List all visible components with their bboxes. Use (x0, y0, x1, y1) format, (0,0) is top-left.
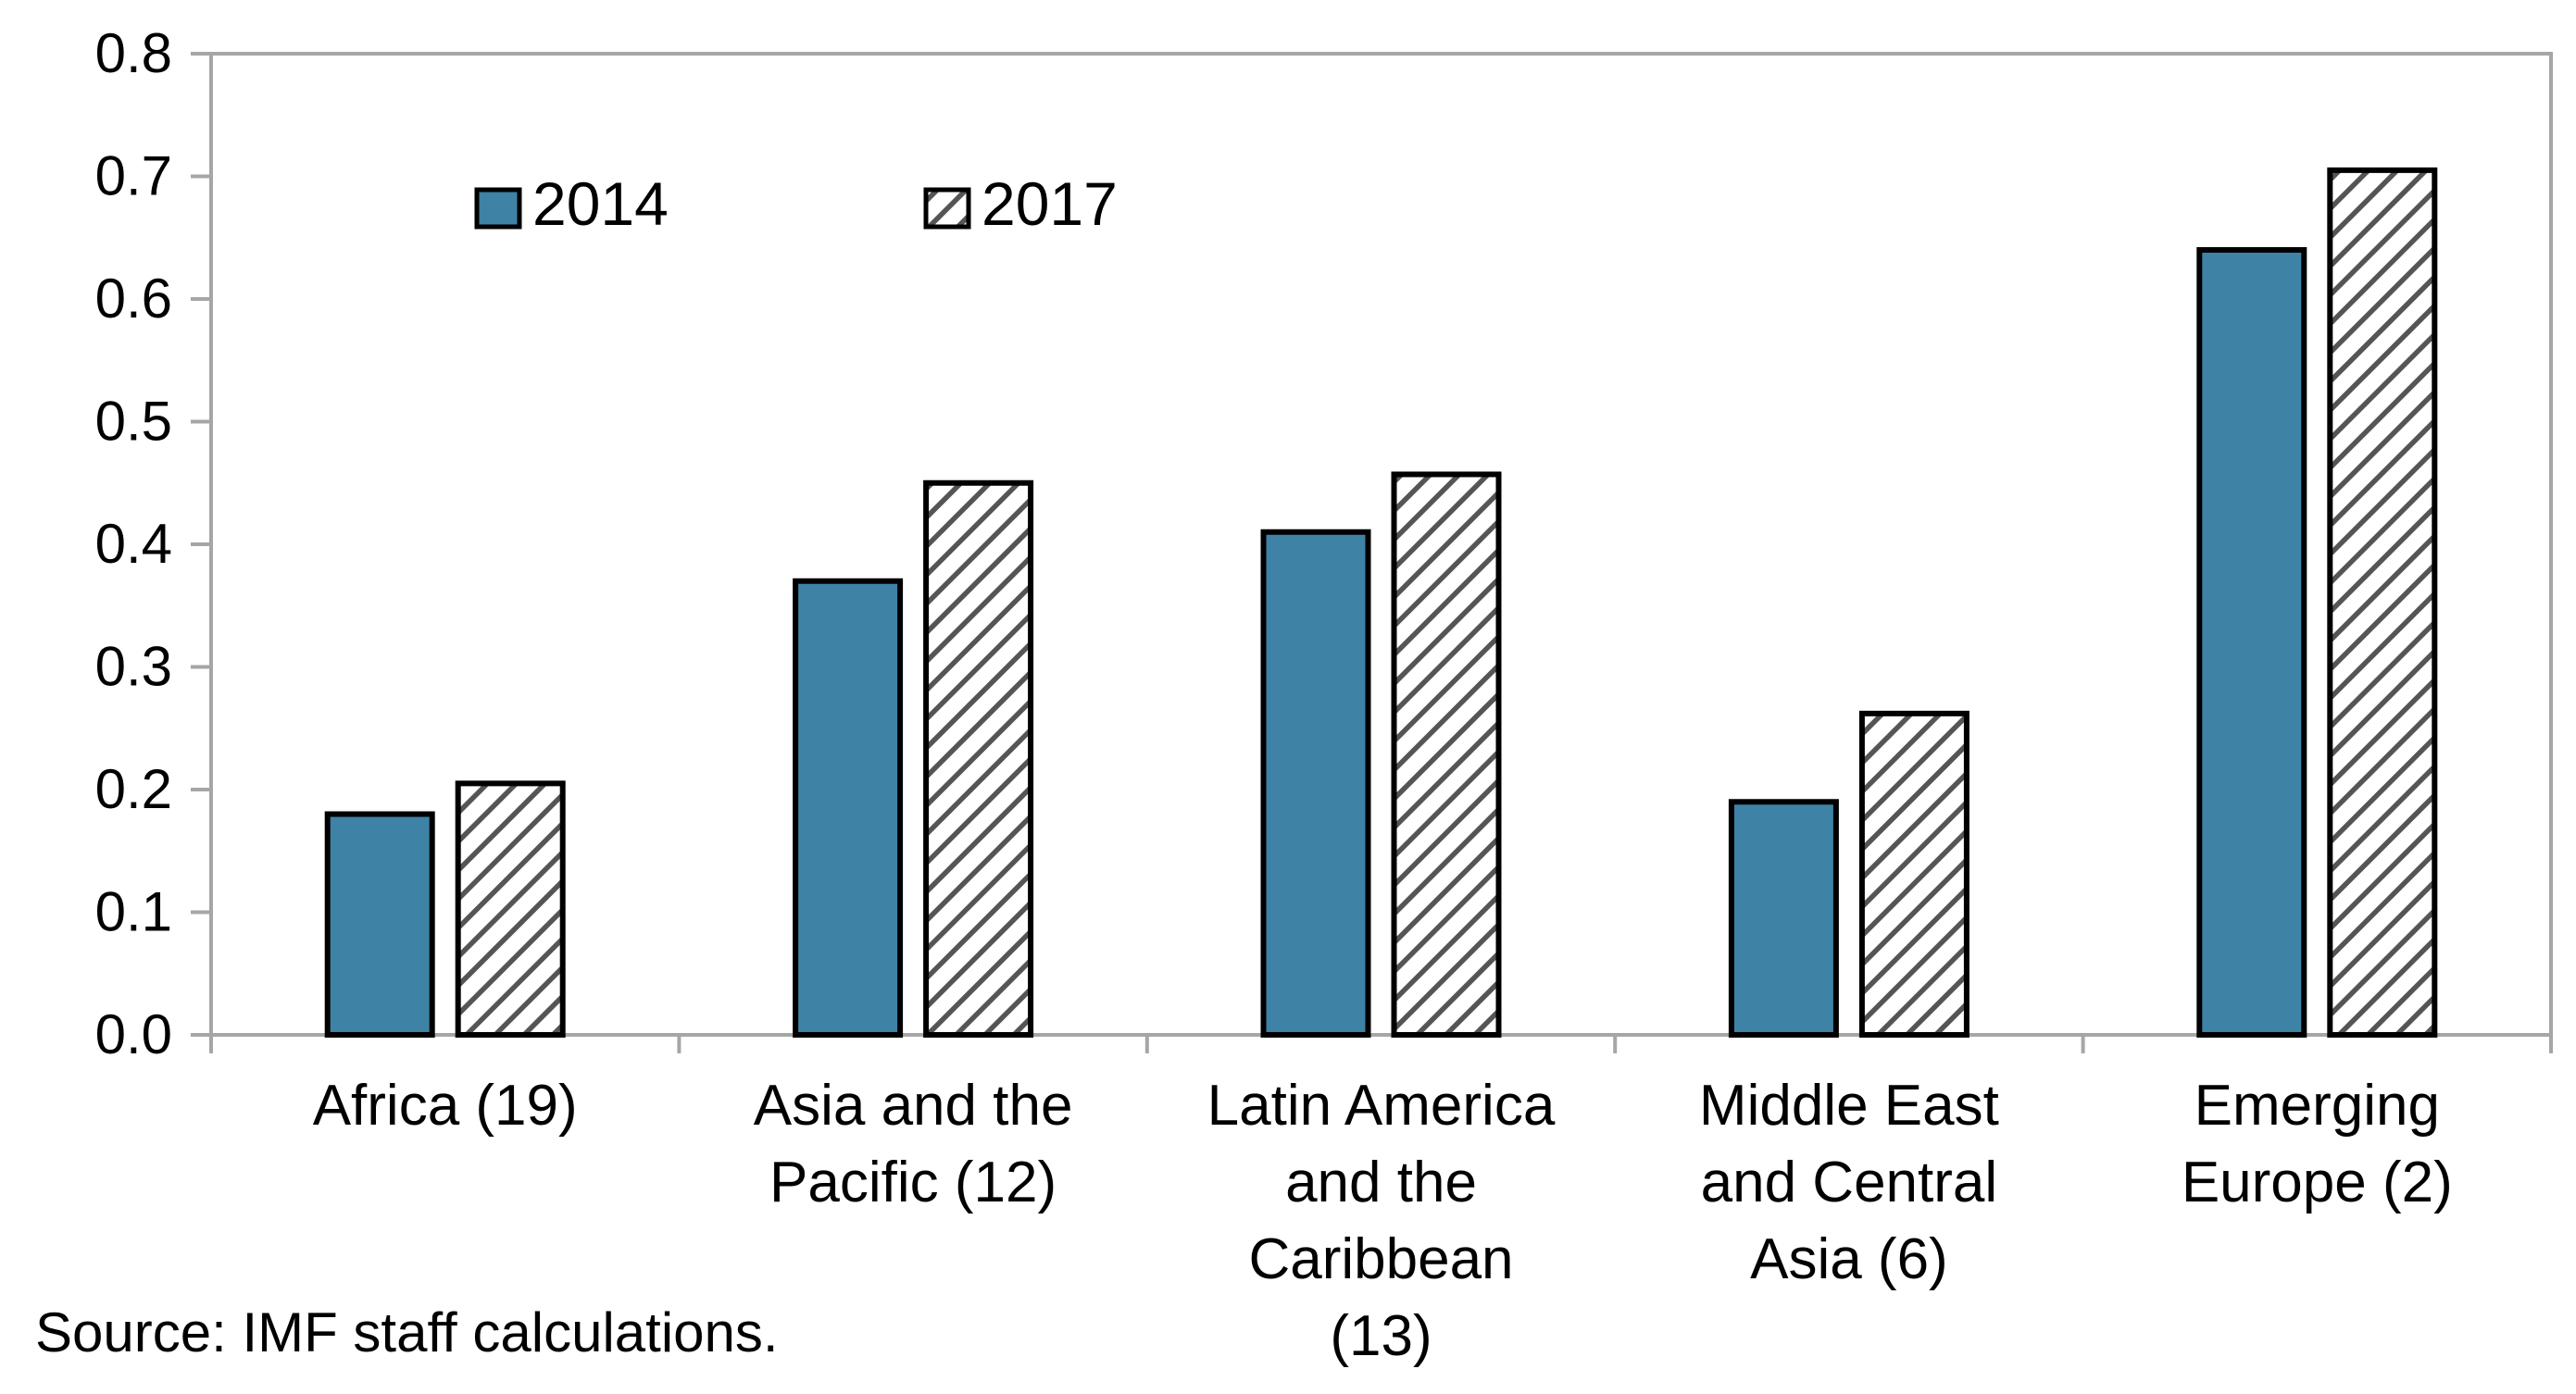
category-label-line: Middle East (1699, 1074, 1999, 1138)
bar-2017-2 (1391, 471, 1502, 1038)
category-label: Emerging Europe (2) (2182, 1074, 2453, 1214)
category-label-line: Latin America (1207, 1074, 1556, 1138)
y-tick-label: 0.1 (95, 881, 172, 943)
category-label-line: and the (1285, 1151, 1477, 1214)
category-label: Asia and the Pacific (12) (754, 1074, 1073, 1214)
bar-2014-1 (793, 578, 904, 1038)
y-tick-label: 0.2 (95, 758, 172, 820)
bar-2014-2 (1260, 529, 1371, 1038)
bar-2014-0 (324, 811, 435, 1038)
source-note: Source: IMF staff calculations. (35, 1301, 779, 1363)
category-label: Latin America and the Caribbean (13) (1207, 1074, 1556, 1368)
bar-2014-3 (1728, 799, 1839, 1038)
category-label-line: Asia and the (754, 1074, 1073, 1138)
category-label-line: and Central (1701, 1151, 1998, 1214)
bar-2014-4 (2196, 247, 2307, 1038)
category-label-line: Emerging (2195, 1074, 2440, 1138)
bar-2017-4 (2327, 167, 2438, 1038)
legend-label-2017: 2017 (982, 169, 1118, 238)
category-label-line: Pacific (12) (769, 1151, 1057, 1214)
y-tick-label: 0.7 (95, 145, 172, 207)
legend-swatch-2014 (474, 187, 522, 230)
y-tick-label: 0.8 (95, 22, 172, 84)
category-label: Middle East and Central Asia (6) (1699, 1074, 1999, 1291)
bar-2017-1 (923, 479, 1034, 1038)
category-label-line: Africa (19) (313, 1074, 578, 1138)
y-tick-label: 0.3 (95, 636, 172, 698)
category-label: Africa (19) (313, 1074, 578, 1138)
legend-swatch-2017 (923, 187, 971, 230)
y-tick-label: 0.4 (95, 513, 172, 575)
category-label-line: Europe (2) (2182, 1151, 2453, 1214)
y-tick-label: 0.0 (95, 1003, 172, 1065)
y-tick-label: 0.6 (95, 268, 172, 330)
category-label-line: Asia (6) (1750, 1227, 1948, 1291)
category-label-line: Caribbean (1248, 1227, 1513, 1291)
legend-label-2014: 2014 (532, 169, 669, 238)
y-tick-label: 0.5 (95, 391, 172, 453)
bar-2017-0 (455, 780, 566, 1038)
category-label-line: (13) (1330, 1304, 1432, 1368)
bar-2017-3 (1858, 710, 1970, 1038)
